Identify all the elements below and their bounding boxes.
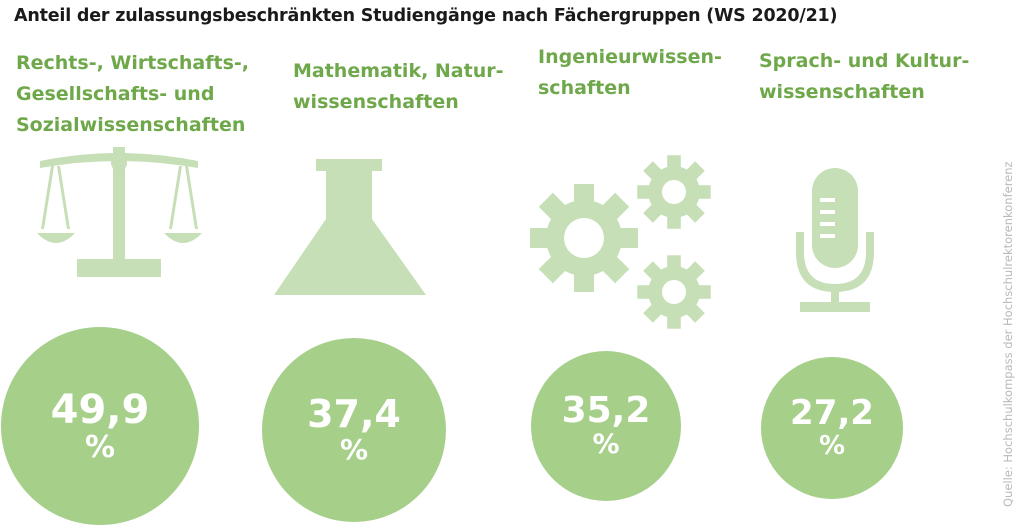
flask-icon [274, 159, 426, 295]
value-label: 49,9 [50, 386, 150, 433]
unit-label: % [339, 432, 369, 466]
unit-label: % [592, 429, 620, 461]
category-label-engineering: Ingenieurwissen- schaften [538, 42, 722, 104]
category-label-line: Rechts-, Wirtschafts-, [16, 52, 250, 74]
value-bubble-engineering: 35,2 % [531, 351, 681, 501]
category-label-law-economics-social: Rechts-, Wirtschafts-, Gesellschafts- un… [16, 48, 249, 141]
unit-label: % [818, 430, 846, 461]
unit-label: % [84, 429, 116, 465]
category-label-line: schaften [538, 77, 631, 99]
category-label-line: Sprach- und Kultur- [759, 50, 970, 72]
value-bubble-language-culture: 27,2 % [761, 357, 903, 499]
category-label-line: wissenschaften [759, 81, 925, 103]
value-bubble-math-science: 37,4 % [262, 338, 446, 522]
value-label: 35,2 [561, 390, 651, 432]
gears-icon [530, 155, 711, 329]
category-label-line: Mathematik, Natur- [293, 60, 504, 82]
category-label-math-science: Mathematik, Natur- wissenschaften [293, 56, 504, 118]
value-bubble-law-economics-social: 49,9 % [1, 327, 199, 525]
category-label-line: Ingenieurwissen- [538, 46, 722, 68]
category-label-line: Gesellschafts- und [16, 83, 215, 105]
value-label: 27,2 [790, 392, 874, 433]
scales-icon [37, 147, 202, 277]
category-label-line: wissenschaften [293, 91, 459, 113]
microphone-icon [796, 168, 874, 312]
category-label-line: Sozialwissenschaften [16, 114, 246, 136]
chart-title: Anteil der zulassungsbeschränkten Studie… [14, 6, 838, 26]
value-label: 37,4 [307, 391, 401, 436]
category-label-language-culture: Sprach- und Kultur- wissenschaften [759, 46, 969, 108]
source-note: Quelle: Hochschulkompass der Hochschulre… [1001, 161, 1015, 507]
